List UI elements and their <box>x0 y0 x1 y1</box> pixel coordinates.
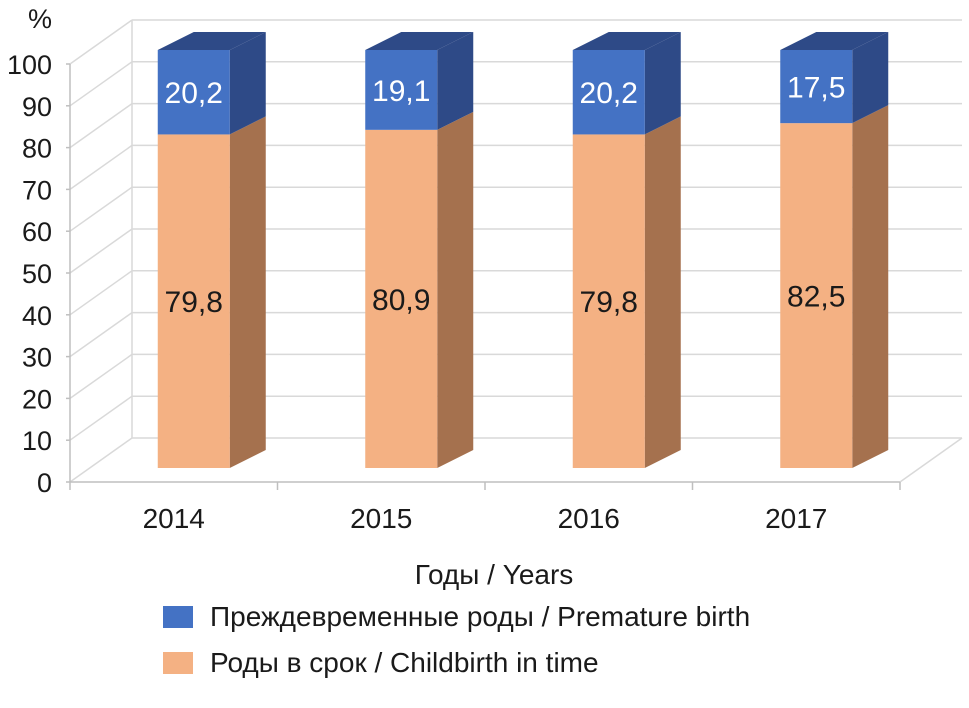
bars-layer: 79,8 20,2 2014 80,9 19,1 2015 79,8 20,2 2016 82,5… <box>143 32 889 534</box>
gridline-slant <box>69 19 133 65</box>
y-tick-label: 40 <box>22 301 52 331</box>
legend-swatch <box>163 652 193 674</box>
y-tick-label: 90 <box>22 92 52 122</box>
x-axis-label: Годы / Years <box>415 559 574 590</box>
gridline-slant <box>69 311 133 358</box>
legend: Преждевременные роды / Premature birth Ро… <box>163 601 750 678</box>
bar-segment <box>157 134 230 468</box>
gridline-slant <box>69 395 133 441</box>
bar-top <box>157 32 266 50</box>
gridline-slant <box>69 353 133 400</box>
axis-layer: % Годы / Years <box>28 4 573 590</box>
bar-segment <box>572 50 645 135</box>
gridline-slant <box>69 102 133 149</box>
y-tick-label: 0 <box>37 468 52 498</box>
y-tick-label: 60 <box>22 217 52 247</box>
bar-top <box>365 32 474 50</box>
y-tick-label: 50 <box>22 259 52 289</box>
legend-swatch <box>163 606 193 628</box>
bar-side <box>852 105 889 469</box>
data-label: 82,5 <box>787 281 845 314</box>
bar-segment <box>572 134 645 468</box>
y-axis-label: % <box>28 4 52 34</box>
bar-top <box>780 32 889 50</box>
data-label: 79,8 <box>580 286 638 319</box>
bar-side <box>852 32 889 124</box>
x-tick-label: 2015 <box>350 503 412 534</box>
gridline-slant <box>69 270 133 316</box>
bar-segment <box>365 129 438 468</box>
bar-segment <box>365 50 438 130</box>
bar-segment <box>157 50 230 135</box>
bar-side <box>229 116 266 468</box>
gridline-slant <box>69 228 133 274</box>
y-tick-label: 70 <box>22 175 52 205</box>
data-label: 19,1 <box>372 75 430 108</box>
bar-side <box>437 111 474 468</box>
gridline-slant <box>69 61 133 107</box>
gridline-slant <box>69 144 133 191</box>
legend-label: Преждевременные роды / Premature birth <box>210 601 750 632</box>
bar-side <box>644 116 681 468</box>
bar-top <box>572 32 681 50</box>
data-label: 80,9 <box>372 284 430 317</box>
x-tick-label: 2016 <box>558 503 620 534</box>
gridline-slant <box>69 186 133 232</box>
data-label: 17,5 <box>787 72 845 105</box>
legend-label: Роды в срок / Childbirth in time <box>210 647 599 678</box>
y-tick-label: 20 <box>22 384 52 414</box>
bar-side <box>437 32 474 130</box>
y-tick-label: 30 <box>22 343 52 373</box>
data-label: 79,8 <box>165 286 223 319</box>
y-tick-label: 10 <box>22 426 52 456</box>
bar-segment <box>780 123 853 469</box>
gridline-slant <box>69 437 133 483</box>
x-tick-label: 2017 <box>765 503 827 534</box>
bar-side <box>644 32 681 135</box>
y-tick-label: 80 <box>22 134 52 164</box>
bar-side <box>229 32 266 135</box>
data-label: 20,2 <box>580 77 638 110</box>
x-tick-label: 2014 <box>143 503 205 534</box>
floor-edge <box>899 437 963 483</box>
bar-segment <box>780 50 853 124</box>
y-tick-label: 100 <box>7 50 52 80</box>
data-label: 20,2 <box>165 77 223 110</box>
